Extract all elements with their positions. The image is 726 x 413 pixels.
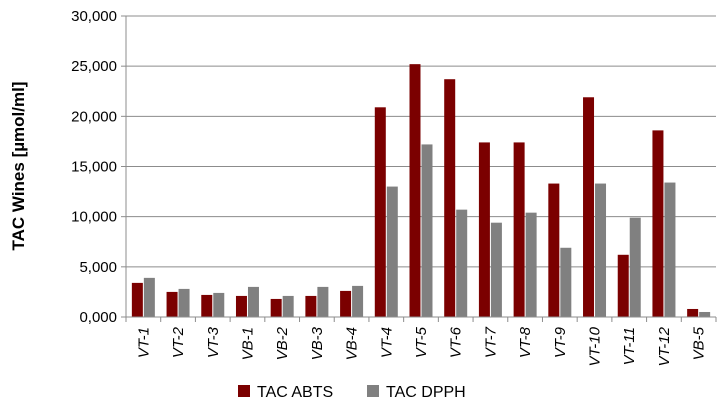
bar-tac-abts-vt-11: [617, 254, 629, 317]
bars: [131, 64, 711, 318]
bar-tac-dpph-vt-11: [629, 217, 641, 317]
x-tick-label: VB-5: [691, 326, 708, 360]
x-tick-label: VT-9: [552, 326, 569, 358]
legend-item-tac-dpph: TAC DPPH: [367, 384, 466, 401]
y-tick-label: 30,000: [71, 8, 117, 25]
bar-tac-dpph-vt-5: [421, 144, 433, 317]
x-tick-label: VT-10: [587, 326, 604, 366]
bar-tac-dpph-vt-8: [525, 212, 537, 317]
bar-tac-dpph-vt-9: [560, 247, 572, 317]
x-tick-label: VT-7: [482, 326, 499, 358]
bar-tac-dpph-vb-2: [282, 295, 294, 317]
y-tick-label: 0,000: [79, 309, 117, 326]
bar-tac-abts-vb-4: [340, 290, 352, 317]
legend-label: TAC ABTS: [257, 384, 333, 401]
x-tick-label: VT-11: [621, 327, 638, 365]
bar-tac-dpph-vt-6: [456, 209, 468, 317]
x-tick-label: VB-2: [274, 326, 291, 360]
bar-tac-abts-vb-2: [270, 298, 282, 317]
legend-swatch: [367, 385, 379, 397]
bar-tac-dpph-vt-12: [664, 182, 676, 317]
bar-tac-dpph-vt-1: [143, 277, 155, 317]
x-tick-label: VT-1: [135, 327, 152, 358]
bar-tac-dpph-vt-4: [386, 186, 398, 317]
bar-tac-abts-vt-10: [583, 97, 595, 318]
bar-tac-abts-vb-5: [687, 308, 699, 317]
gridlines: [121, 15, 716, 318]
y-tick-label: 15,000: [71, 159, 117, 176]
bar-tac-abts-vt-1: [131, 282, 143, 317]
legend-swatch: [238, 385, 250, 397]
bar-tac-dpph-vb-1: [247, 286, 259, 317]
bar-tac-dpph-vt-7: [490, 222, 502, 317]
bar-tac-abts-vt-3: [201, 294, 213, 317]
bar-tac-abts-vt-5: [409, 64, 421, 317]
x-tick-label: VT-12: [656, 326, 673, 366]
bar-tac-dpph-vt-2: [178, 288, 190, 317]
legend: TAC ABTS TAC DPPH: [238, 384, 466, 401]
x-tick-label: VT-2: [170, 326, 187, 358]
axes: [125, 16, 717, 322]
bar-tac-abts-vb-1: [235, 295, 247, 317]
bar-tac-dpph-vt-10: [595, 183, 607, 317]
bar-tac-abts-vb-3: [305, 295, 317, 317]
bar-tac-abts-vt-2: [166, 291, 178, 317]
y-tick-label: 20,000: [71, 108, 117, 125]
x-tick-label: VT-5: [413, 326, 430, 358]
x-tick-label: VT-4: [378, 327, 395, 358]
bar-tac-abts-vt-9: [548, 183, 560, 317]
y-tick-label: 5,000: [79, 259, 117, 276]
bar-tac-abts-vt-6: [444, 79, 456, 318]
x-tick-label: VT-6: [448, 326, 465, 358]
y-axis-title: TAC Wines [µmol/ml]: [9, 82, 28, 251]
x-tick-label: VT-8: [517, 326, 534, 358]
bar-tac-dpph-vb-4: [352, 285, 364, 317]
bar-tac-abts-vt-12: [652, 130, 664, 317]
x-tick-labels: VT-1 VT-2 VT-3 VB-1 VB-2 VB-3 VB-4 VT-4 VT-5 VT-6…: [135, 326, 707, 366]
bar-tac-abts-vt-8: [513, 142, 525, 317]
y-tick-label: 10,000: [71, 209, 117, 226]
y-tick-labels: 0,000 5,000 10,000 15,000 20,000 25,000 30,000: [71, 8, 117, 326]
y-tick-label: 25,000: [71, 58, 117, 75]
x-tick-label: VB-3: [309, 326, 326, 360]
legend-label: TAC DPPH: [386, 384, 466, 401]
x-tick-label: VT-3: [205, 326, 222, 358]
x-tick-label: VB-4: [344, 327, 361, 360]
bar-tac-dpph-vt-3: [213, 292, 225, 317]
x-tick-label: VB-1: [239, 327, 256, 360]
legend-item-tac-abts: TAC ABTS: [238, 384, 333, 401]
bar-tac-dpph-vb-3: [317, 286, 329, 317]
bar-tac-dpph-vb-5: [699, 311, 711, 317]
bar-tac-abts-vt-7: [478, 142, 490, 317]
bar-tac-abts-vt-4: [374, 107, 386, 317]
